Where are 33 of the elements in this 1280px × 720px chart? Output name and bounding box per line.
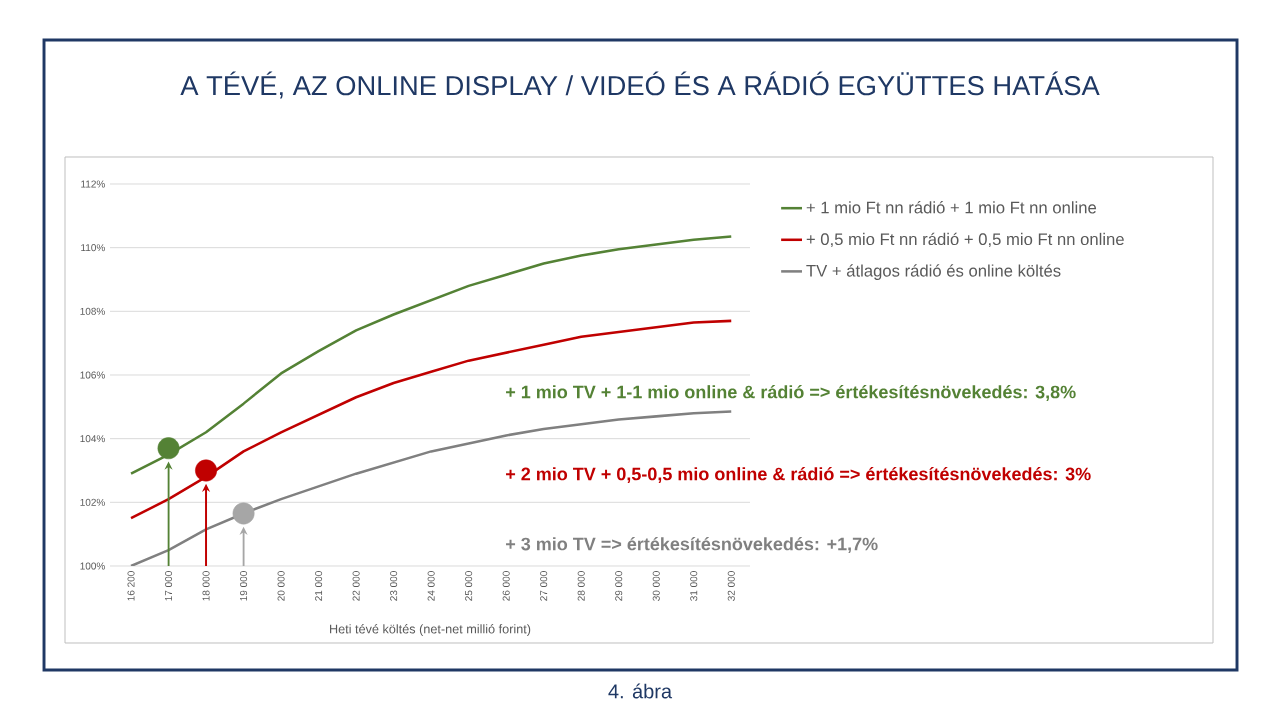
text: 4. ábra xyxy=(608,683,673,699)
x-tick-label: 19 000 xyxy=(240,571,248,601)
x-tick-label: 26 000 xyxy=(502,571,510,601)
x-tick-label: 17 000 xyxy=(164,571,173,601)
x-tick-label: 23 000 xyxy=(390,571,398,601)
x-tick-label: 30 000 xyxy=(652,571,660,601)
x-tick-label: 16 200 xyxy=(127,571,135,601)
y-tick-label: 100% xyxy=(80,562,105,570)
x-tick-label: 18 000 xyxy=(202,571,210,601)
y-tick-label: 104% xyxy=(80,435,105,443)
x-tick-label: 32 000 xyxy=(727,571,735,601)
x-tick-label: 21 000 xyxy=(315,571,323,601)
x-tick-label: 24 000 xyxy=(427,571,435,601)
annotation: + 2 mio TV + 0,5-0,5 mio online & rádió => értékesítésnövekedés: 3% xyxy=(506,467,1091,483)
x-tick-label: 31 000 xyxy=(690,571,698,601)
legend-label: + 1 mio Ft nn rádió + 1 mio Ft nn online xyxy=(806,201,1097,214)
annotation: + 1 mio TV + 1-1 mio online & rádió => értékesítésnövekedés: 3,8% xyxy=(506,385,1076,401)
chart-title: A TÉVÉ, AZ ONLINE DISPLAY / VIDEÓ ÉS A RÁDIÓ EGYÜTTES HATÁSA xyxy=(180,71,1100,99)
x-tick-label: 28 000 xyxy=(577,571,585,601)
x-tick-label: 29 000 xyxy=(615,571,623,601)
y-tick-label: 102% xyxy=(80,498,105,506)
x-tick-label: 27 000 xyxy=(540,571,548,601)
x-tick-label: 22 000 xyxy=(352,571,360,601)
x-tick-label: 25 000 xyxy=(465,571,473,601)
y-tick-label: 112% xyxy=(81,180,105,188)
y-tick-label: 106% xyxy=(80,371,105,379)
x-axis-title: Heti tévé költés (net-net millió forint) xyxy=(330,624,531,636)
x-tick-label: 20 000 xyxy=(277,571,285,601)
y-tick-label: 108% xyxy=(80,307,105,315)
annotation: + 3 mio TV => értékesítésnövekedés: +1,7% xyxy=(506,537,878,553)
legend-label: + 0,5 mio Ft nn rádió + 0,5 mio Ft nn online xyxy=(806,232,1124,248)
legend-label: TV + átlagos rádió és online költés xyxy=(806,264,1061,280)
y-tick-label: 110% xyxy=(81,244,105,252)
